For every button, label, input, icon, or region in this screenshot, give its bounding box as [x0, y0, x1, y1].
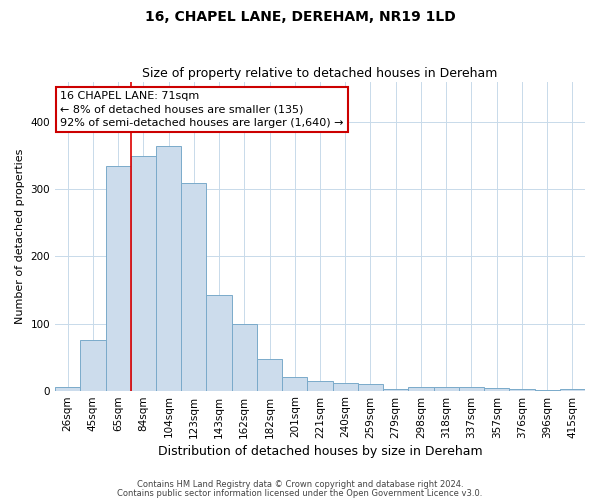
Text: Contains HM Land Registry data © Crown copyright and database right 2024.: Contains HM Land Registry data © Crown c… [137, 480, 463, 489]
X-axis label: Distribution of detached houses by size in Dereham: Distribution of detached houses by size … [158, 444, 482, 458]
Title: Size of property relative to detached houses in Dereham: Size of property relative to detached ho… [142, 66, 498, 80]
Text: 16 CHAPEL LANE: 71sqm
← 8% of detached houses are smaller (135)
92% of semi-deta: 16 CHAPEL LANE: 71sqm ← 8% of detached h… [61, 92, 344, 128]
Bar [434, 387, 459, 390]
Bar [358, 384, 383, 390]
Bar [383, 388, 409, 390]
Bar [80, 340, 106, 390]
Text: 16, CHAPEL LANE, DEREHAM, NR19 1LD: 16, CHAPEL LANE, DEREHAM, NR19 1LD [145, 10, 455, 24]
Bar [459, 387, 484, 390]
Bar [55, 386, 80, 390]
Bar [156, 146, 181, 390]
Bar [509, 389, 535, 390]
Y-axis label: Number of detached properties: Number of detached properties [15, 148, 25, 324]
Bar [181, 182, 206, 390]
Bar [282, 377, 307, 390]
Bar [332, 383, 358, 390]
Bar [484, 388, 509, 390]
Bar [106, 166, 131, 390]
Text: Contains public sector information licensed under the Open Government Licence v3: Contains public sector information licen… [118, 489, 482, 498]
Bar [409, 386, 434, 390]
Bar [307, 380, 332, 390]
Bar [560, 388, 585, 390]
Bar [232, 324, 257, 390]
Bar [257, 359, 282, 390]
Bar [206, 294, 232, 390]
Bar [131, 156, 156, 390]
